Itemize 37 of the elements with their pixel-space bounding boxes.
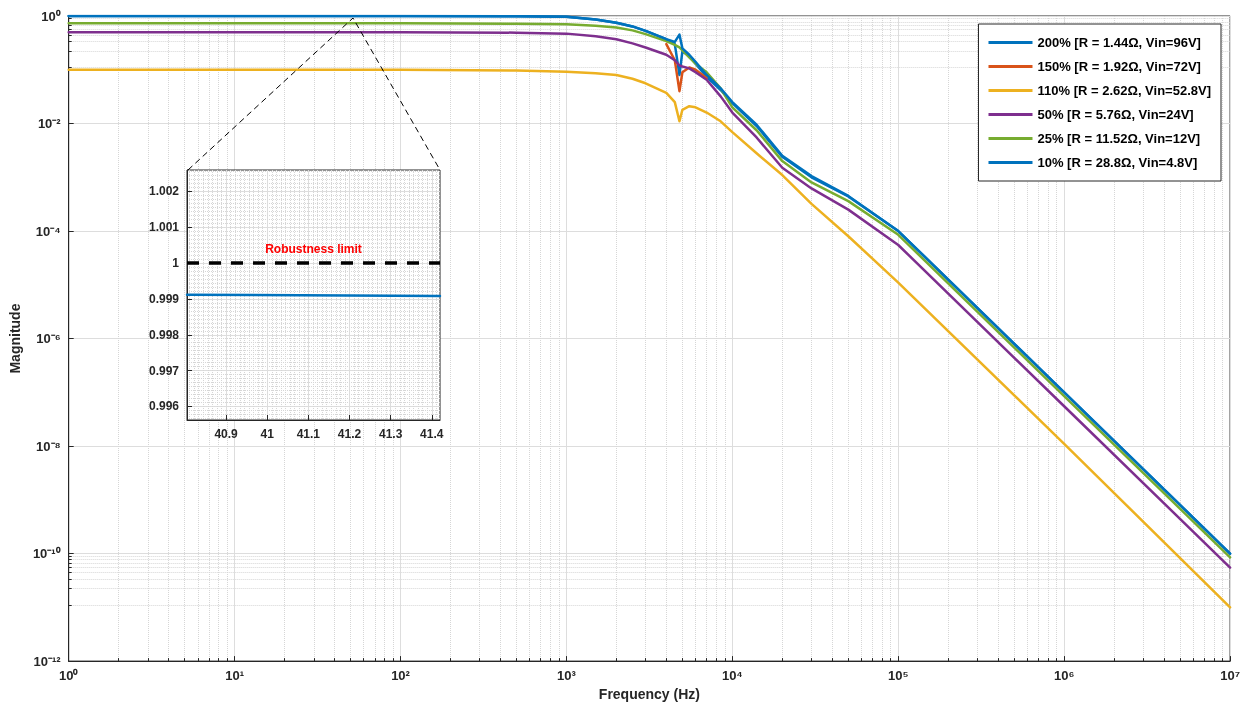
x-tick-label: 10⁰ — [58, 668, 79, 684]
x-tick-label: 10² — [391, 668, 411, 684]
x-tick-label: 41.1 — [296, 427, 321, 441]
x-tick-label: 10³ — [557, 668, 577, 684]
x-tick-label: 41.3 — [378, 427, 403, 441]
x-axis-title: Frequency (Hz) — [598, 686, 700, 702]
x-tick-label: 41 — [260, 427, 275, 441]
x-tick-label: 10¹ — [225, 668, 244, 684]
y-tick-label: 1 — [172, 256, 180, 271]
legend-label: 10% [R = 28.8Ω, Vin=4.8V] — [1037, 155, 1198, 170]
y-tick-label: 10⁻⁸ — [36, 438, 61, 454]
y-tick-label: 0.996 — [148, 399, 180, 414]
legend-label: 150% [R = 1.92Ω, Vin=72V] — [1037, 59, 1201, 74]
legend-label: 200% [R = 1.44Ω, Vin=96V] — [1037, 35, 1201, 50]
y-tick-label: 0.999 — [148, 291, 180, 306]
x-tick-label: 10⁵ — [887, 668, 909, 684]
y-tick-label: 0.998 — [148, 327, 180, 342]
legend-label: 25% [R = 11.52Ω, Vin=12V] — [1037, 131, 1201, 146]
y-tick-label: 10⁻⁶ — [36, 331, 61, 347]
y-tick-label: 10⁻² — [37, 116, 62, 132]
legend-label: 50% [R = 5.76Ω, Vin=24V] — [1037, 107, 1194, 122]
y-tick-label: 1.001 — [148, 220, 180, 235]
y-axis-title: Magnitude — [7, 303, 23, 374]
x-tick-label: 41.2 — [337, 427, 362, 441]
x-tick-label: 41.4 — [420, 427, 444, 441]
y-tick-label: 10⁻¹⁰ — [32, 546, 61, 562]
y-tick-label: 1.002 — [148, 184, 180, 199]
y-tick-label: 0.997 — [148, 363, 180, 378]
x-tick-label: 10⁷ — [1220, 668, 1240, 684]
x-tick-label: 10⁴ — [721, 668, 743, 684]
y-tick-label: 10⁰ — [41, 8, 61, 24]
y-tick-label: 10⁻¹² — [33, 653, 62, 669]
ref-line-label: Robustness limit — [265, 242, 362, 257]
y-tick-label: 10⁻⁴ — [35, 223, 61, 239]
legend-label: 110% [R = 2.62Ω, Vin=52.8V] — [1037, 83, 1212, 98]
x-tick-label: 40.9 — [214, 427, 239, 441]
x-tick-label: 10⁶ — [1053, 668, 1075, 684]
